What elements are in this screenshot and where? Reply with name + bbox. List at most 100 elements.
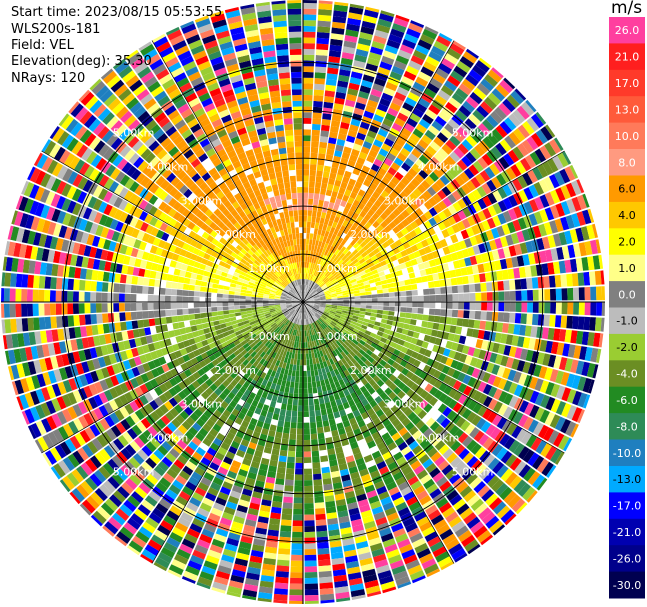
velocity-gate xyxy=(313,269,317,276)
velocity-gate xyxy=(462,207,472,218)
velocity-gate xyxy=(350,232,357,240)
velocity-gate xyxy=(515,302,522,313)
velocity-gate xyxy=(10,318,17,333)
velocity-gate xyxy=(102,271,110,282)
velocity-gate xyxy=(314,300,321,302)
velocity-gate xyxy=(317,432,325,440)
velocity-gate xyxy=(500,236,509,248)
velocity-gate xyxy=(287,456,295,463)
velocity-gate xyxy=(311,245,315,252)
velocity-gate xyxy=(433,280,441,288)
velocity-gate xyxy=(392,208,401,217)
velocity-gate xyxy=(469,310,476,319)
velocity-gate xyxy=(297,411,303,417)
velocity-gate xyxy=(422,28,438,40)
velocity-gate xyxy=(314,305,320,308)
velocity-gate xyxy=(498,302,505,312)
velocity-gate xyxy=(319,294,326,298)
velocity-gate xyxy=(419,269,427,277)
velocity-gate xyxy=(299,382,303,389)
velocity-gate xyxy=(356,264,363,270)
velocity-gate xyxy=(342,46,356,55)
velocity-gate xyxy=(370,244,378,251)
velocity-gate xyxy=(172,322,180,330)
velocity-gate xyxy=(314,304,320,307)
velocity-gate xyxy=(469,148,481,160)
velocity-gate xyxy=(381,143,392,152)
velocity-gate xyxy=(321,466,330,474)
velocity-gate xyxy=(312,204,318,211)
velocity-gate xyxy=(282,374,288,381)
velocity-gate xyxy=(394,171,404,181)
velocity-gate xyxy=(575,360,585,375)
velocity-gate xyxy=(377,256,385,263)
velocity-gate xyxy=(216,306,223,311)
velocity-gate xyxy=(320,593,335,601)
velocity-gate xyxy=(84,291,91,302)
velocity-gate xyxy=(310,152,318,159)
velocity-gate xyxy=(399,262,407,270)
velocity-gate xyxy=(567,287,574,301)
velocity-gate xyxy=(475,173,486,185)
velocity-gate xyxy=(207,321,215,328)
velocity-gate xyxy=(404,157,415,168)
velocity-gate xyxy=(313,193,320,200)
velocity-gate xyxy=(492,302,499,311)
velocity-gate xyxy=(383,328,391,335)
velocity-gate xyxy=(223,310,230,315)
velocity-gate xyxy=(183,277,191,284)
velocity-gate xyxy=(273,407,281,415)
velocity-gate xyxy=(216,302,223,307)
velocity-gate xyxy=(320,229,326,237)
velocity-gate xyxy=(502,98,516,113)
velocity-gate xyxy=(547,158,559,173)
velocity-gate xyxy=(310,281,315,287)
velocity-gate xyxy=(529,199,539,212)
velocity-gate xyxy=(304,577,318,584)
velocity-gate xyxy=(471,368,481,379)
velocity-gate xyxy=(303,370,307,377)
velocity-gate xyxy=(262,304,269,307)
velocity-gate xyxy=(388,221,397,230)
velocity-gate xyxy=(376,309,384,315)
velocity-gate xyxy=(525,349,534,362)
velocity-gate xyxy=(346,183,354,192)
velocity-gate xyxy=(317,159,325,166)
velocity-gate xyxy=(426,145,437,156)
velocity-gate xyxy=(124,293,131,302)
velocity-gate xyxy=(344,214,352,222)
velocity-gate xyxy=(368,52,382,61)
velocity-gate xyxy=(573,243,582,258)
velocity-gate xyxy=(368,319,376,325)
velocity-gate xyxy=(394,239,403,247)
velocity-gate xyxy=(399,285,406,292)
velocity-gate xyxy=(304,508,315,515)
velocity-gate xyxy=(522,172,533,186)
velocity-gate xyxy=(465,96,479,109)
velocity-gate xyxy=(329,310,336,315)
velocity-gate xyxy=(199,307,206,313)
velocity-gate xyxy=(423,295,430,302)
velocity-gate xyxy=(306,279,309,286)
velocity-gate xyxy=(584,302,591,316)
velocity-gate xyxy=(378,181,387,190)
velocity-gate xyxy=(313,294,319,298)
velocity-gate xyxy=(519,242,528,254)
velocity-gate xyxy=(285,473,294,481)
velocity-gate xyxy=(514,243,523,256)
velocity-gate xyxy=(325,78,337,86)
velocity-gate xyxy=(522,121,535,135)
velocity-gate xyxy=(377,128,389,138)
velocity-gate xyxy=(298,399,303,406)
velocity-gate xyxy=(422,165,433,176)
velocity-gate xyxy=(466,266,474,275)
velocity-gate xyxy=(352,143,362,152)
velocity-gate xyxy=(553,355,562,369)
velocity-gate xyxy=(306,262,310,268)
velocity-gate xyxy=(303,152,310,159)
velocity-gate xyxy=(287,369,293,376)
velocity-gate xyxy=(305,244,309,251)
velocity-gate xyxy=(465,151,477,164)
velocity-gate xyxy=(350,278,357,284)
velocity-gate xyxy=(290,566,303,573)
